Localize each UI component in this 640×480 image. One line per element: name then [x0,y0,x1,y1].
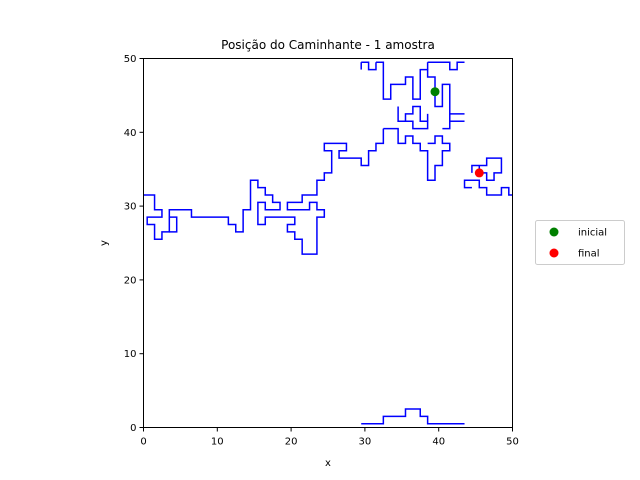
walk-path-segment-14 [471,157,503,182]
y-tick-label: 50 [124,54,137,65]
y-tick-label: 0 [130,423,136,434]
x-tick-label: 40 [432,437,445,448]
walk-path-segment-13 [463,179,513,196]
walk-path-segment-9 [442,113,451,130]
chart-title: Posição do Caminhante - 1 amostra [221,38,435,52]
walk-path-segment-4 [427,61,465,71]
y-tick-label: 30 [124,202,137,213]
plot-background [143,58,513,428]
y-axis: 0 10 20 30 40 50 [124,54,144,434]
walk-path-segment-12 [169,216,178,233]
legend-marker-final [549,248,559,258]
x-tick-label: 10 [211,437,224,448]
x-tick-label: 30 [359,437,372,448]
marker-layer [430,87,484,178]
plot-frame [143,58,513,428]
y-tick-label: 10 [124,349,137,360]
legend-label-final: final [578,249,600,260]
y-tick-label: 40 [124,128,137,139]
marker-inicial [430,87,440,97]
plot-area [143,58,513,428]
walk-path-segment-11 [143,128,385,255]
walk-path-layer [143,61,513,425]
legend-marker-inicial [549,227,559,237]
walk-path-segment-6 [397,105,429,130]
x-tick-label: 20 [285,437,298,448]
y-axis-label: y [99,240,110,246]
legend: inicial final [535,220,625,265]
x-tick-label: 50 [506,437,519,448]
walk-path-segment-10 [383,127,451,182]
marker-final [474,168,484,178]
walk-path-segment-0 [361,61,377,71]
y-tick-label: 20 [124,275,137,286]
walk-path-segment-15 [361,408,465,425]
legend-label-inicial: inicial [578,228,607,239]
walk-path-segment-2 [375,61,436,100]
x-axis-label: x [325,458,331,469]
x-tick-label: 0 [140,437,146,448]
x-axis: 0 10 20 30 40 50 [140,427,519,448]
